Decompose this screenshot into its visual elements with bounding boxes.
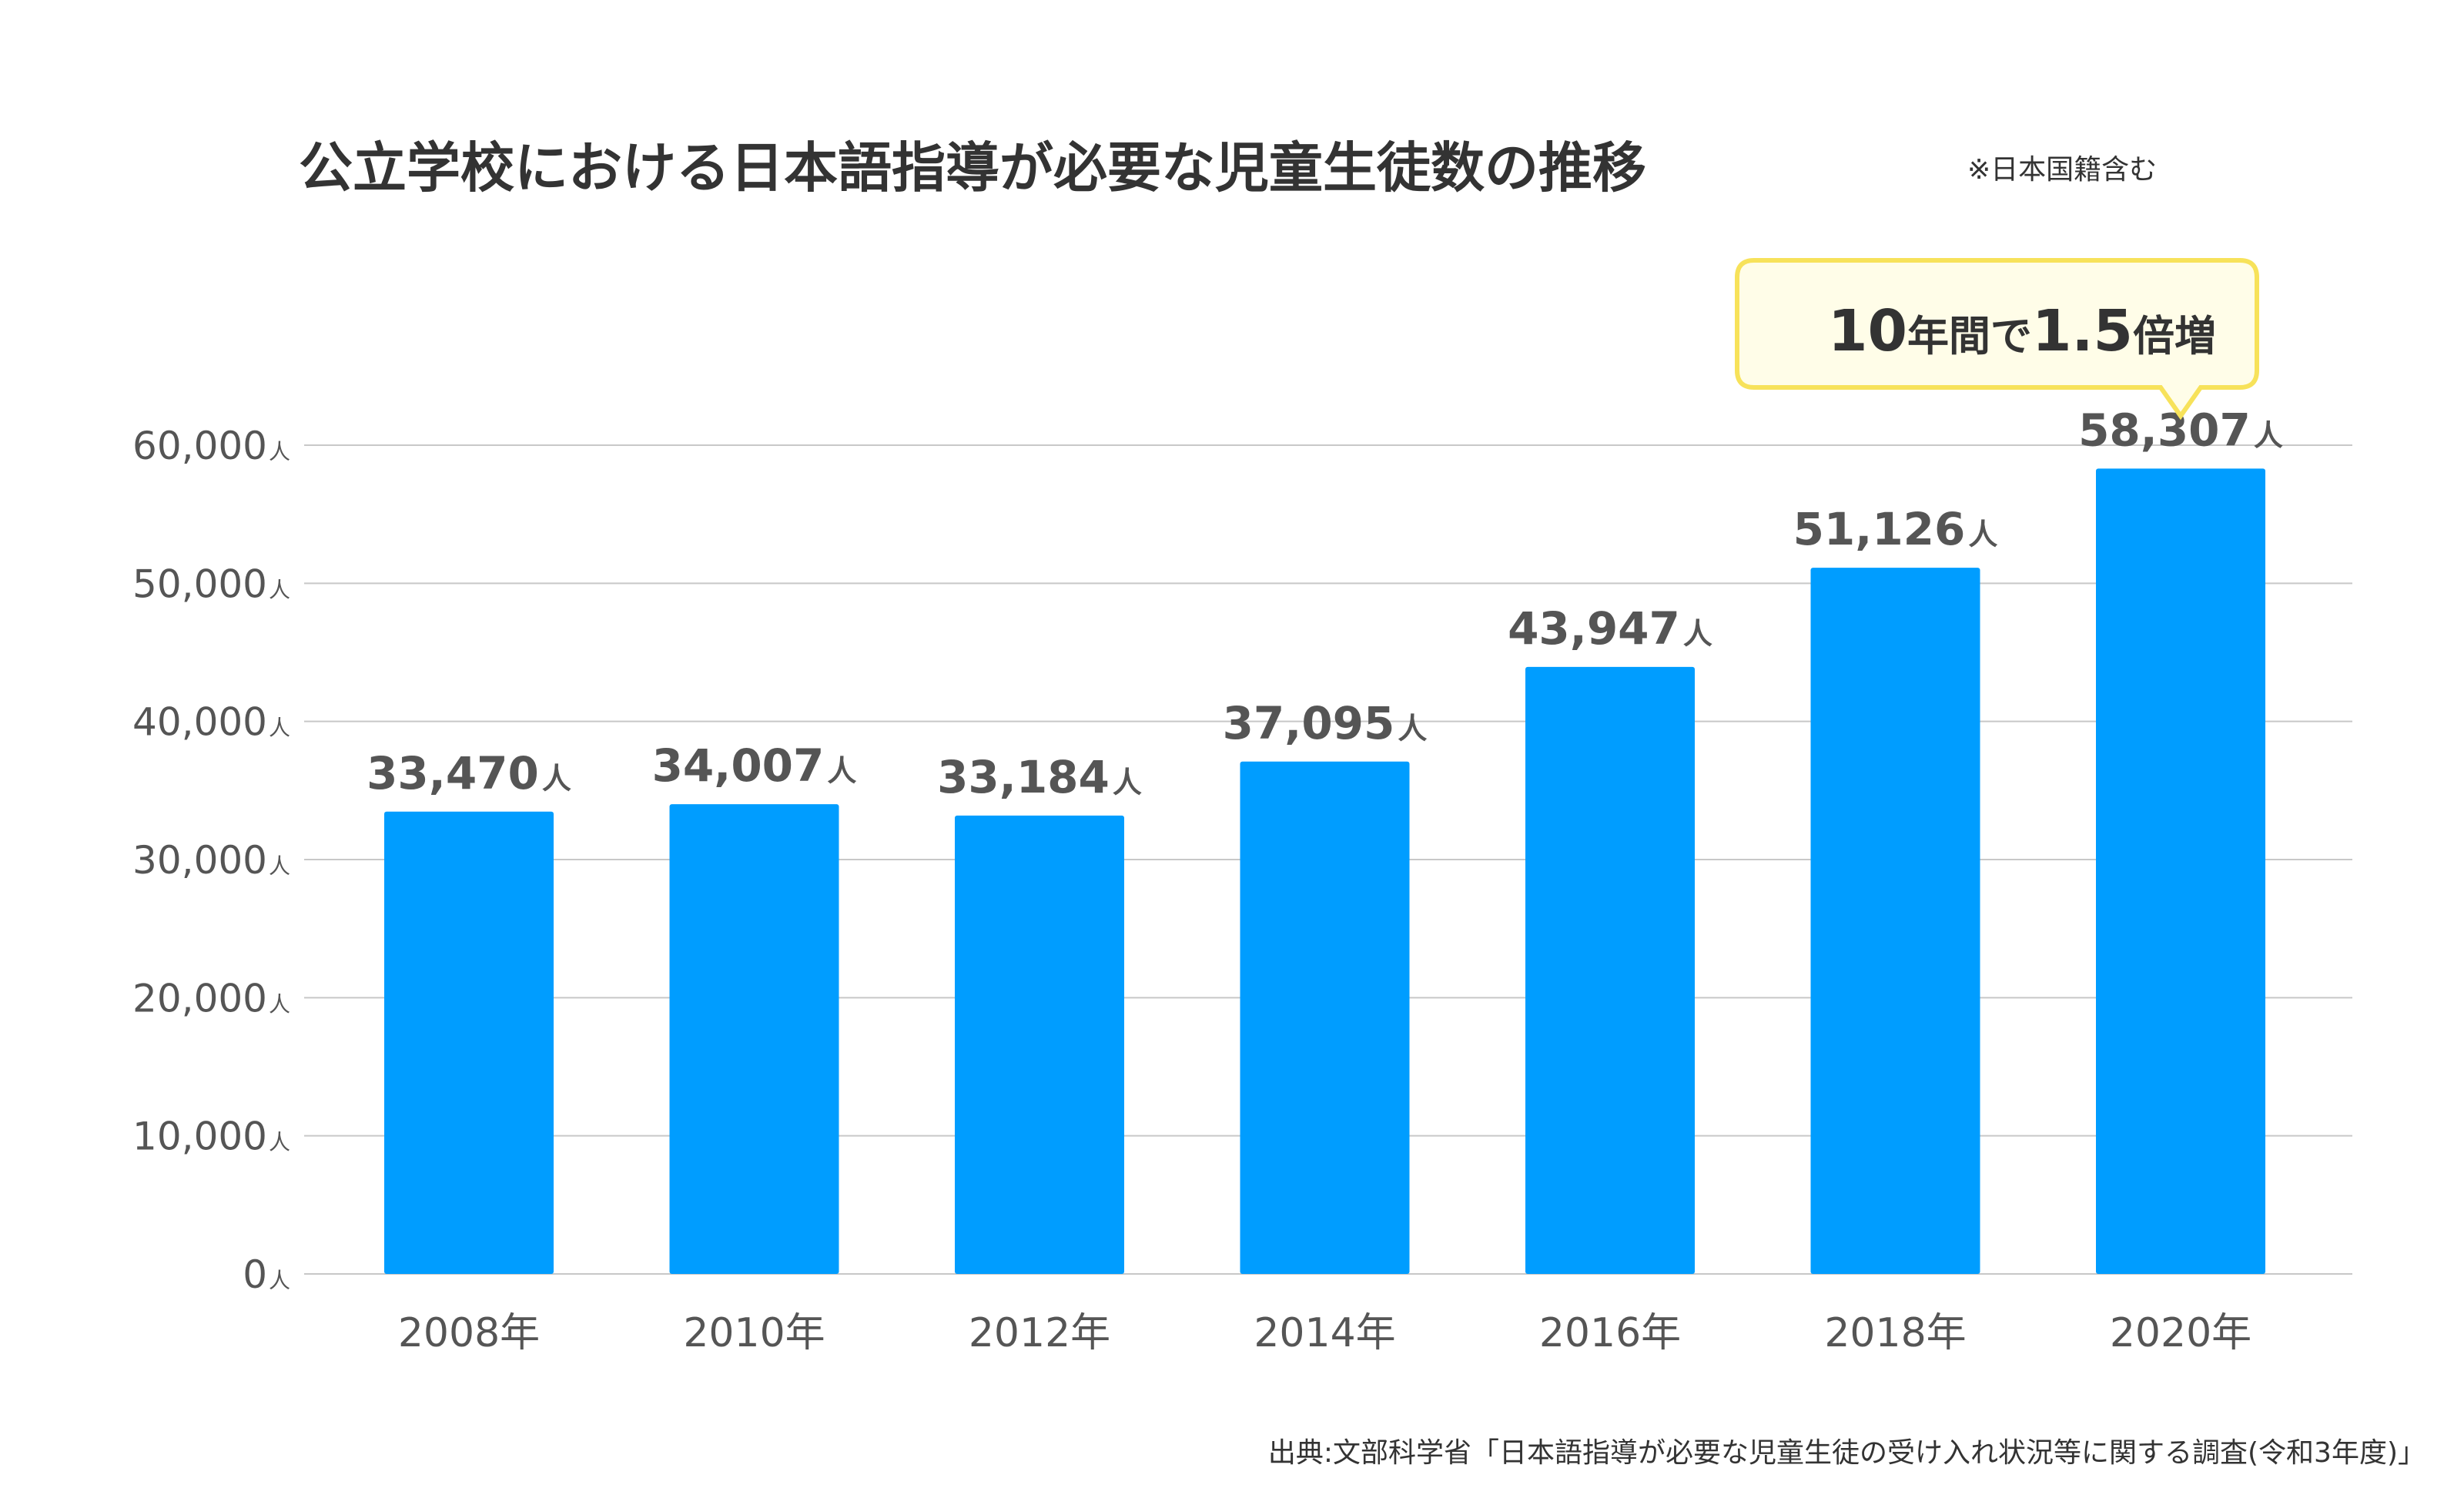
data-label-value: 43,947 [1508,602,1680,655]
data-label: 58,307 人 [2078,404,2283,456]
y-tick-unit: 人 [269,853,290,879]
callout-part-text-end: 倍増 [2133,312,2216,360]
data-label-unit: 人 [827,754,856,788]
data-label-value: 33,184 [937,751,1110,803]
data-label-value: 37,095 [1223,697,1395,749]
bar [955,815,1124,1274]
y-tick-unit: 人 [269,716,290,741]
callout-part-multiplier: 1.5 [2032,298,2133,364]
y-tick-label: 30,000 [132,838,267,883]
data-label-unit: 人 [1683,617,1712,651]
callout-bubble: 10年間で1.5倍増 [1735,258,2259,421]
bar [384,811,554,1274]
data-label: 37,095 人 [1223,697,1428,749]
x-axis: 2008年 2010年 2012年 2014年 2016年 2018年 2020年 [398,1310,2251,1356]
y-axis: 0 人10,000 人20,000 人30,000 人40,000 人50,000 人60,… [132,424,290,1297]
y-tick-label: 10,000 [132,1115,267,1159]
bars [384,468,2265,1275]
y-tick-label: 60,000 [132,424,267,468]
data-labels: 33,470 人 34,007 人 33,184 人37,095 人43,947 人51,12… [367,404,2283,803]
bar [669,804,839,1274]
bar [1240,761,1410,1274]
x-tick-label: 2018年 [1824,1310,1966,1356]
callout-part-number: 10 [1828,298,1907,364]
x-tick-label: 2016年 [1539,1310,1681,1356]
bar [1810,568,1980,1274]
data-label-value: 34,007 [652,739,825,792]
x-tick-label: 2014年 [1254,1310,1395,1356]
data-label-unit: 人 [1398,712,1427,746]
callout-part-text: 年間で [1907,312,2032,360]
y-tick-unit: 人 [269,1130,290,1155]
y-tick-unit: 人 [269,439,290,464]
data-label: 33,184 人 [937,751,1142,803]
bar [1525,666,1695,1274]
data-label-unit: 人 [2254,418,2283,452]
data-label-unit: 人 [542,762,571,796]
y-tick-label: 50,000 [132,561,267,606]
data-label-value: 58,307 [2078,404,2251,456]
data-label: 51,126 人 [1793,503,1998,555]
bar [2096,468,2265,1275]
y-tick-label: 40,000 [132,700,267,745]
y-tick-label: 0 [243,1252,267,1297]
x-tick-label: 2020年 [2110,1310,2251,1356]
y-tick-unit: 人 [269,577,290,602]
x-tick-label: 2008年 [398,1310,540,1356]
callout-text: 10年間で1.5倍増 [1828,298,2216,364]
y-tick-unit: 人 [269,1268,290,1293]
chart-title-note: ※日本国籍含む [1967,154,2157,186]
chart-title: 公立学校における日本語指導が必要な児童生徒数の推移 [299,136,1646,199]
source-note: 出典:文部科学省「日本語指導が必要な児童生徒の受け入れ状況等に関する調査(令和3… [1268,1437,2426,1469]
data-label-unit: 人 [1968,518,1997,551]
callout-bubble-shape [1735,258,2259,421]
data-label-value: 33,470 [367,747,539,799]
data-label: 33,470 人 [367,747,571,799]
data-label-unit: 人 [1113,766,1142,799]
x-tick-label: 2010年 [683,1310,825,1356]
y-tick-unit: 人 [269,991,290,1017]
data-label: 34,007 人 [652,739,857,792]
y-tick-label: 20,000 [132,976,267,1021]
data-label-value: 51,126 [1793,503,1966,555]
data-label: 43,947 人 [1508,602,1712,655]
x-tick-label: 2012年 [969,1310,1110,1356]
